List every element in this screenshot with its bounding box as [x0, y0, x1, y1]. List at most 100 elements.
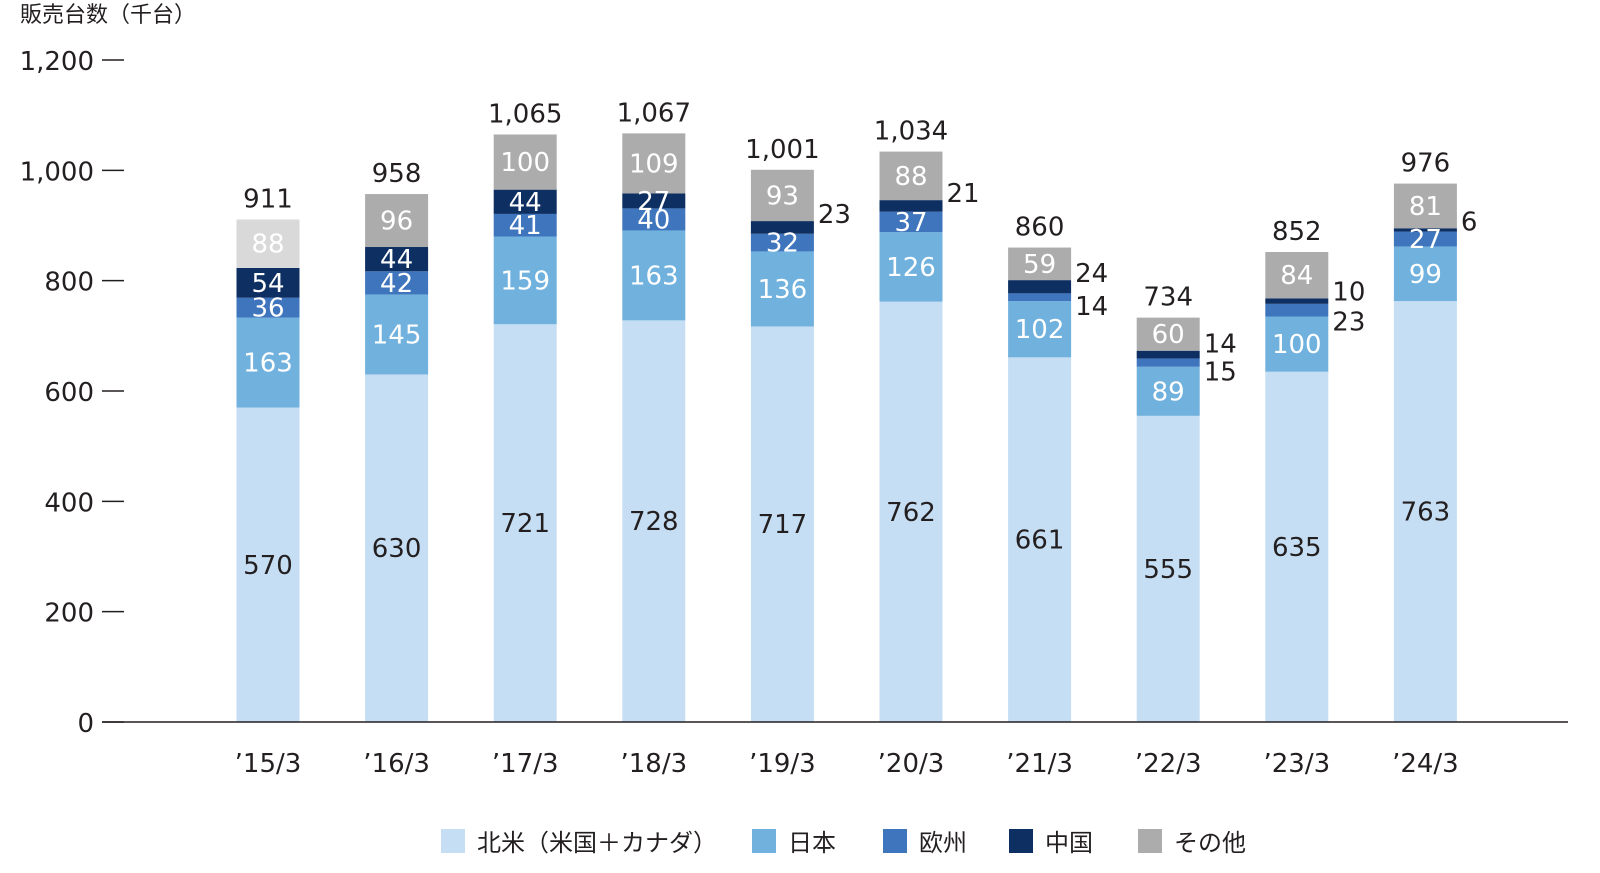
- bar-value-label: 44: [380, 245, 413, 275]
- legend-swatch: [752, 829, 776, 853]
- bar-segment: [879, 301, 943, 722]
- x-tick-label: ’24/3: [1392, 749, 1459, 779]
- bar-segment: [622, 133, 686, 194]
- bar-total-label: 1,067: [617, 98, 691, 128]
- bar-value-label: 81: [1409, 192, 1442, 222]
- x-tick-label: ’18/3: [620, 749, 687, 779]
- bar-total-label: 860: [1015, 213, 1065, 243]
- bar-segment: [1393, 301, 1457, 722]
- bar-segment: [1265, 303, 1329, 317]
- bar-total-label: 976: [1401, 149, 1451, 179]
- bar-segment: [365, 194, 429, 248]
- bar-value-label-outside: 14: [1075, 292, 1108, 322]
- bar-value-label-outside: 24: [1075, 259, 1108, 289]
- bar-value-label: 89: [1152, 377, 1185, 407]
- bar-value-label: 126: [886, 253, 936, 283]
- bar-total-label: 958: [372, 159, 422, 189]
- bar-value-label: 721: [500, 509, 550, 539]
- bar-segment: [236, 407, 300, 722]
- bar-value-label: 60: [1152, 320, 1185, 350]
- bar-segment: [236, 297, 300, 318]
- bar-value-label: 41: [509, 211, 542, 241]
- x-tick-label: ’19/3: [749, 749, 816, 779]
- bar-segment: [1008, 293, 1072, 302]
- y-tick-label: 400: [44, 488, 94, 518]
- bar-segment: [1136, 350, 1200, 359]
- bar-value-label: 40: [637, 205, 670, 235]
- bar-value-label: 145: [372, 320, 422, 350]
- bar-total-label: 852: [1272, 217, 1322, 247]
- bar-segment: [750, 251, 814, 327]
- bar-value-label: 570: [243, 551, 293, 581]
- bar-segment: [493, 236, 557, 325]
- bar-segment: [879, 151, 943, 201]
- bar-segment: [493, 324, 557, 722]
- y-axis-title: 販売台数（千台）: [20, 3, 196, 28]
- bar-segment: [236, 219, 300, 268]
- bar-segment: [1008, 247, 1072, 281]
- bar-segment: [1393, 228, 1457, 232]
- bar-segment: [1136, 366, 1200, 416]
- bar-segment: [1136, 415, 1200, 722]
- legend-swatch: [883, 829, 907, 853]
- y-tick-label: 200: [44, 599, 94, 629]
- bar-value-label: 762: [886, 498, 936, 528]
- bar-segment: [1136, 358, 1200, 367]
- bar-value-label: 136: [758, 275, 808, 305]
- legend-label: 北米（米国＋カナダ）: [477, 829, 717, 857]
- bar-value-label: 84: [1280, 261, 1313, 291]
- bar-segment: [622, 193, 686, 209]
- bar-value-label: 99: [1409, 260, 1442, 290]
- legend-swatch: [1009, 829, 1033, 853]
- bar-value-label-outside: 10: [1332, 277, 1365, 307]
- x-tick-label: ’15/3: [235, 749, 302, 779]
- bar-segment: [1265, 371, 1329, 722]
- bar-segment: [1265, 251, 1329, 299]
- x-tick-label: ’23/3: [1263, 749, 1330, 779]
- legend-swatch: [441, 829, 465, 853]
- bar-value-label: 635: [1272, 533, 1322, 563]
- bar-segment: [1265, 298, 1329, 304]
- legend-label: 欧州: [919, 829, 967, 857]
- bar-value-label: 109: [629, 149, 679, 179]
- bar-segment: [365, 374, 429, 722]
- bar-value-label-outside: 23: [1332, 308, 1365, 338]
- y-tick-label: 0: [77, 709, 94, 739]
- bar-value-label: 32: [766, 229, 799, 259]
- bar-segment: [879, 200, 943, 212]
- bar-value-label: 88: [251, 230, 284, 260]
- bar-segment: [1393, 183, 1457, 229]
- bar-segment: [1008, 280, 1072, 294]
- bar-segment: [1393, 231, 1457, 247]
- bar-value-label: 661: [1015, 526, 1065, 556]
- x-tick-label: ’22/3: [1135, 749, 1202, 779]
- bar-segment: [622, 208, 686, 231]
- bar-segment: [879, 232, 943, 302]
- bar-value-label: 630: [372, 534, 422, 564]
- bar-segment: [750, 169, 814, 222]
- bar-value-label: 96: [380, 207, 413, 237]
- bar-value-label-outside: 6: [1461, 207, 1478, 237]
- bar-total-label: 911: [243, 184, 293, 214]
- bar-total-label: 1,034: [874, 117, 948, 147]
- x-tick-label: ’21/3: [1006, 749, 1073, 779]
- legend-label: その他: [1174, 829, 1246, 857]
- legend-swatch: [1138, 829, 1162, 853]
- bar-value-label: 27: [1409, 225, 1442, 255]
- bar-value-label: 163: [243, 349, 293, 379]
- bar-segment: [622, 320, 686, 722]
- bar-value-label: 100: [500, 148, 550, 178]
- x-tick-label: ’20/3: [878, 749, 945, 779]
- bar-segment: [493, 213, 557, 237]
- bar-segment: [879, 211, 943, 233]
- bar-segment: [750, 326, 814, 722]
- bar-value-label: 59: [1023, 250, 1056, 280]
- bar-segment: [365, 294, 429, 375]
- y-tick-label: 1,000: [20, 157, 94, 187]
- legend-label: 中国: [1045, 829, 1093, 857]
- bar-value-label-outside: 21: [947, 179, 980, 209]
- bar-value-label: 44: [509, 188, 542, 218]
- bar-value-label: 102: [1015, 315, 1065, 345]
